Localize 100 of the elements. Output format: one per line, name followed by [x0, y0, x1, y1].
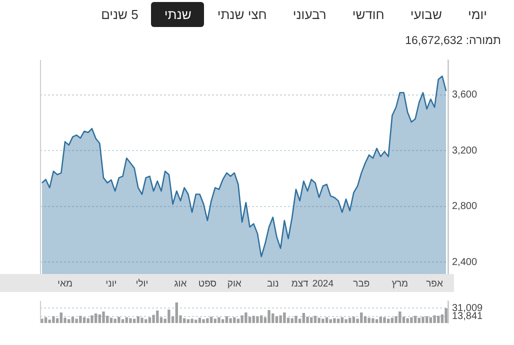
bar [40, 318, 44, 323]
text: תמורה: 16,672,632 [405, 35, 501, 47]
bar [252, 316, 255, 323]
bar [283, 312, 286, 323]
bar [422, 316, 424, 323]
bar [279, 315, 282, 323]
bar [390, 318, 394, 323]
x-tick-label: מרץ [392, 278, 408, 290]
bar [106, 316, 109, 323]
bar [152, 314, 155, 323]
bar [186, 319, 190, 323]
text: חצי שנתי [216, 6, 268, 24]
bar [314, 316, 317, 323]
bar [410, 317, 413, 323]
x-tick-label: יולי [136, 278, 148, 290]
bar [194, 320, 198, 323]
x-tick-label: נוב [266, 278, 279, 290]
bar [352, 316, 356, 323]
x-tick-label: אוג [174, 278, 187, 290]
bar [414, 316, 417, 323]
bar [136, 316, 140, 323]
bar [336, 318, 340, 323]
bar [294, 316, 298, 323]
bar [437, 316, 440, 323]
x-tick-label: אוק [227, 278, 242, 290]
bar [168, 310, 170, 323]
x-tick-label: יוני [106, 278, 117, 290]
bar [240, 315, 244, 323]
bar [52, 316, 55, 323]
x-tick-label: פבר [353, 278, 370, 290]
y-tick-label: 31,009 [452, 302, 484, 314]
bar [418, 318, 420, 323]
bar [379, 316, 382, 323]
bar [182, 318, 186, 323]
bar [218, 317, 220, 323]
bar [198, 318, 202, 323]
text: שבועי [409, 6, 443, 24]
bar [386, 318, 390, 323]
bar [344, 319, 348, 323]
bar [383, 317, 386, 323]
y-tick-label: 2,800 [452, 201, 478, 212]
text: יומי [466, 6, 488, 24]
bar [102, 312, 105, 323]
bar [260, 315, 263, 323]
bar [98, 314, 102, 323]
bar [60, 312, 63, 323]
bar [79, 316, 82, 323]
bar [75, 318, 78, 323]
bar [272, 313, 274, 323]
bar [214, 318, 216, 323]
bar [114, 318, 116, 323]
bar [329, 319, 332, 323]
bar [248, 316, 252, 323]
bar [202, 319, 205, 323]
y-tick-label: 3,600 [452, 90, 478, 101]
y-tick-label: 13,841 [452, 311, 484, 322]
bar [433, 315, 436, 323]
bar [90, 315, 94, 323]
x-tick-label: דצמ [291, 278, 308, 290]
bar [333, 318, 336, 323]
bar [190, 318, 194, 323]
bar [244, 312, 248, 323]
bar [132, 318, 136, 323]
bar [118, 316, 120, 323]
bar [71, 316, 74, 323]
bar [206, 318, 209, 323]
bar [406, 318, 409, 323]
text: 5 שנים [100, 6, 140, 24]
bar [444, 308, 448, 323]
bar [425, 316, 428, 323]
bar [225, 316, 228, 323]
x-tick-label: מאי [58, 278, 73, 290]
bar [368, 318, 370, 323]
bar [86, 318, 90, 323]
bar [398, 312, 402, 323]
bar [68, 319, 70, 323]
bar [144, 319, 148, 323]
bar [175, 302, 178, 323]
x-tick-label: 2024 [312, 278, 334, 290]
bar [236, 318, 240, 323]
bar [360, 312, 363, 323]
bar [121, 319, 124, 323]
bar [256, 316, 259, 323]
bar [302, 312, 306, 323]
bar [318, 318, 320, 323]
bar [275, 316, 278, 323]
y-tick-label: 3,200 [452, 145, 478, 156]
bar [306, 316, 309, 323]
bar [129, 318, 132, 323]
bar [372, 318, 374, 323]
bar [348, 318, 352, 323]
bar [48, 320, 51, 323]
bar [229, 318, 232, 323]
x-tick-label: ספט [198, 278, 217, 290]
bar [140, 318, 144, 323]
bar [322, 318, 324, 323]
text: שנתי [151, 2, 204, 27]
bar [268, 310, 270, 323]
bar [94, 313, 98, 323]
text: רבעוני [292, 6, 328, 24]
